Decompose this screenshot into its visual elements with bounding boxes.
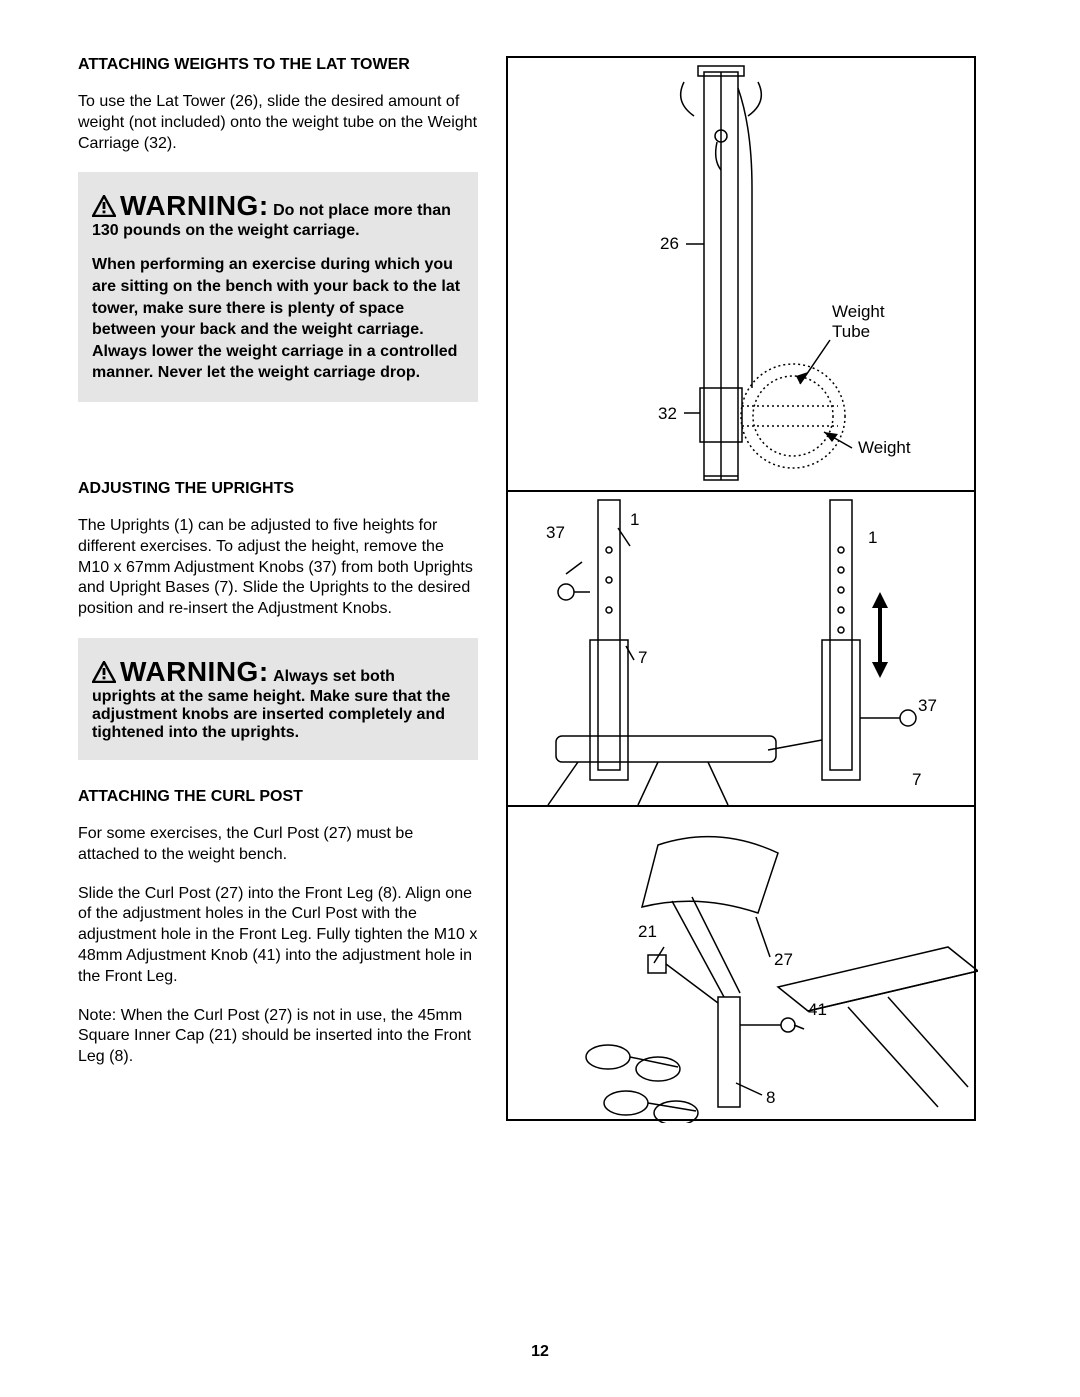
label-21: 21: [638, 922, 657, 942]
warning-line-2: WARNING: Always set both uprights at the…: [92, 656, 462, 742]
label-32: 32: [658, 404, 677, 424]
warning-box-2: WARNING: Always set both uprights at the…: [78, 638, 478, 760]
diagram-panel-2: [508, 490, 978, 805]
warning-label-2: WARNING:: [120, 656, 269, 687]
warning-triangle-icon: [92, 195, 116, 222]
warning-para-1b: When performing an exercise during which…: [92, 254, 462, 384]
label-1b: 1: [868, 528, 877, 548]
heading-uprights: ADJUSTING THE UPRIGHTS: [78, 480, 478, 498]
para-curl-3: Note: When the Curl Post (27) is not in …: [78, 1006, 478, 1068]
warning-box-1: WARNING: Do not place more than 130 poun…: [78, 172, 478, 402]
label-37a: 37: [546, 523, 565, 543]
para-curl-2: Slide the Curl Post (27) into the Front …: [78, 884, 478, 988]
page-content: ATTACHING WEIGHTS TO THE LAT TOWER To us…: [78, 56, 1020, 1121]
warning-line-1: WARNING: Do not place more than 130 poun…: [92, 190, 462, 240]
heading-lat-tower: ATTACHING WEIGHTS TO THE LAT TOWER: [78, 56, 478, 74]
para-lat-tower: To use the Lat Tower (26), slide the des…: [78, 92, 478, 154]
label-weight: Weight: [858, 438, 911, 458]
para-uprights: The Uprights (1) can be adjusted to five…: [78, 516, 478, 620]
page-number: 12: [0, 1343, 1080, 1361]
label-27: 27: [774, 950, 793, 970]
label-7b: 7: [912, 770, 921, 790]
label-26: 26: [660, 234, 679, 254]
left-column: ATTACHING WEIGHTS TO THE LAT TOWER To us…: [78, 56, 478, 1121]
right-column: 26 Weight Tube 32 Weight: [506, 56, 976, 1121]
warning-triangle-icon: [92, 661, 116, 688]
diagram-panel-1: [508, 58, 978, 490]
label-41: 41: [808, 1000, 827, 1020]
warning-label-1: WARNING:: [120, 190, 269, 221]
label-8: 8: [766, 1088, 775, 1108]
label-7a: 7: [638, 648, 647, 668]
label-1a: 1: [630, 510, 639, 530]
diagram-frame: 26 Weight Tube 32 Weight: [506, 56, 976, 1121]
label-weight-tube: Weight Tube: [832, 302, 885, 342]
label-37b: 37: [918, 696, 937, 716]
heading-curl-post: ATTACHING THE CURL POST: [78, 788, 478, 806]
para-curl-1: For some exercises, the Curl Post (27) m…: [78, 824, 478, 866]
diagram-panel-3: [508, 807, 978, 1123]
